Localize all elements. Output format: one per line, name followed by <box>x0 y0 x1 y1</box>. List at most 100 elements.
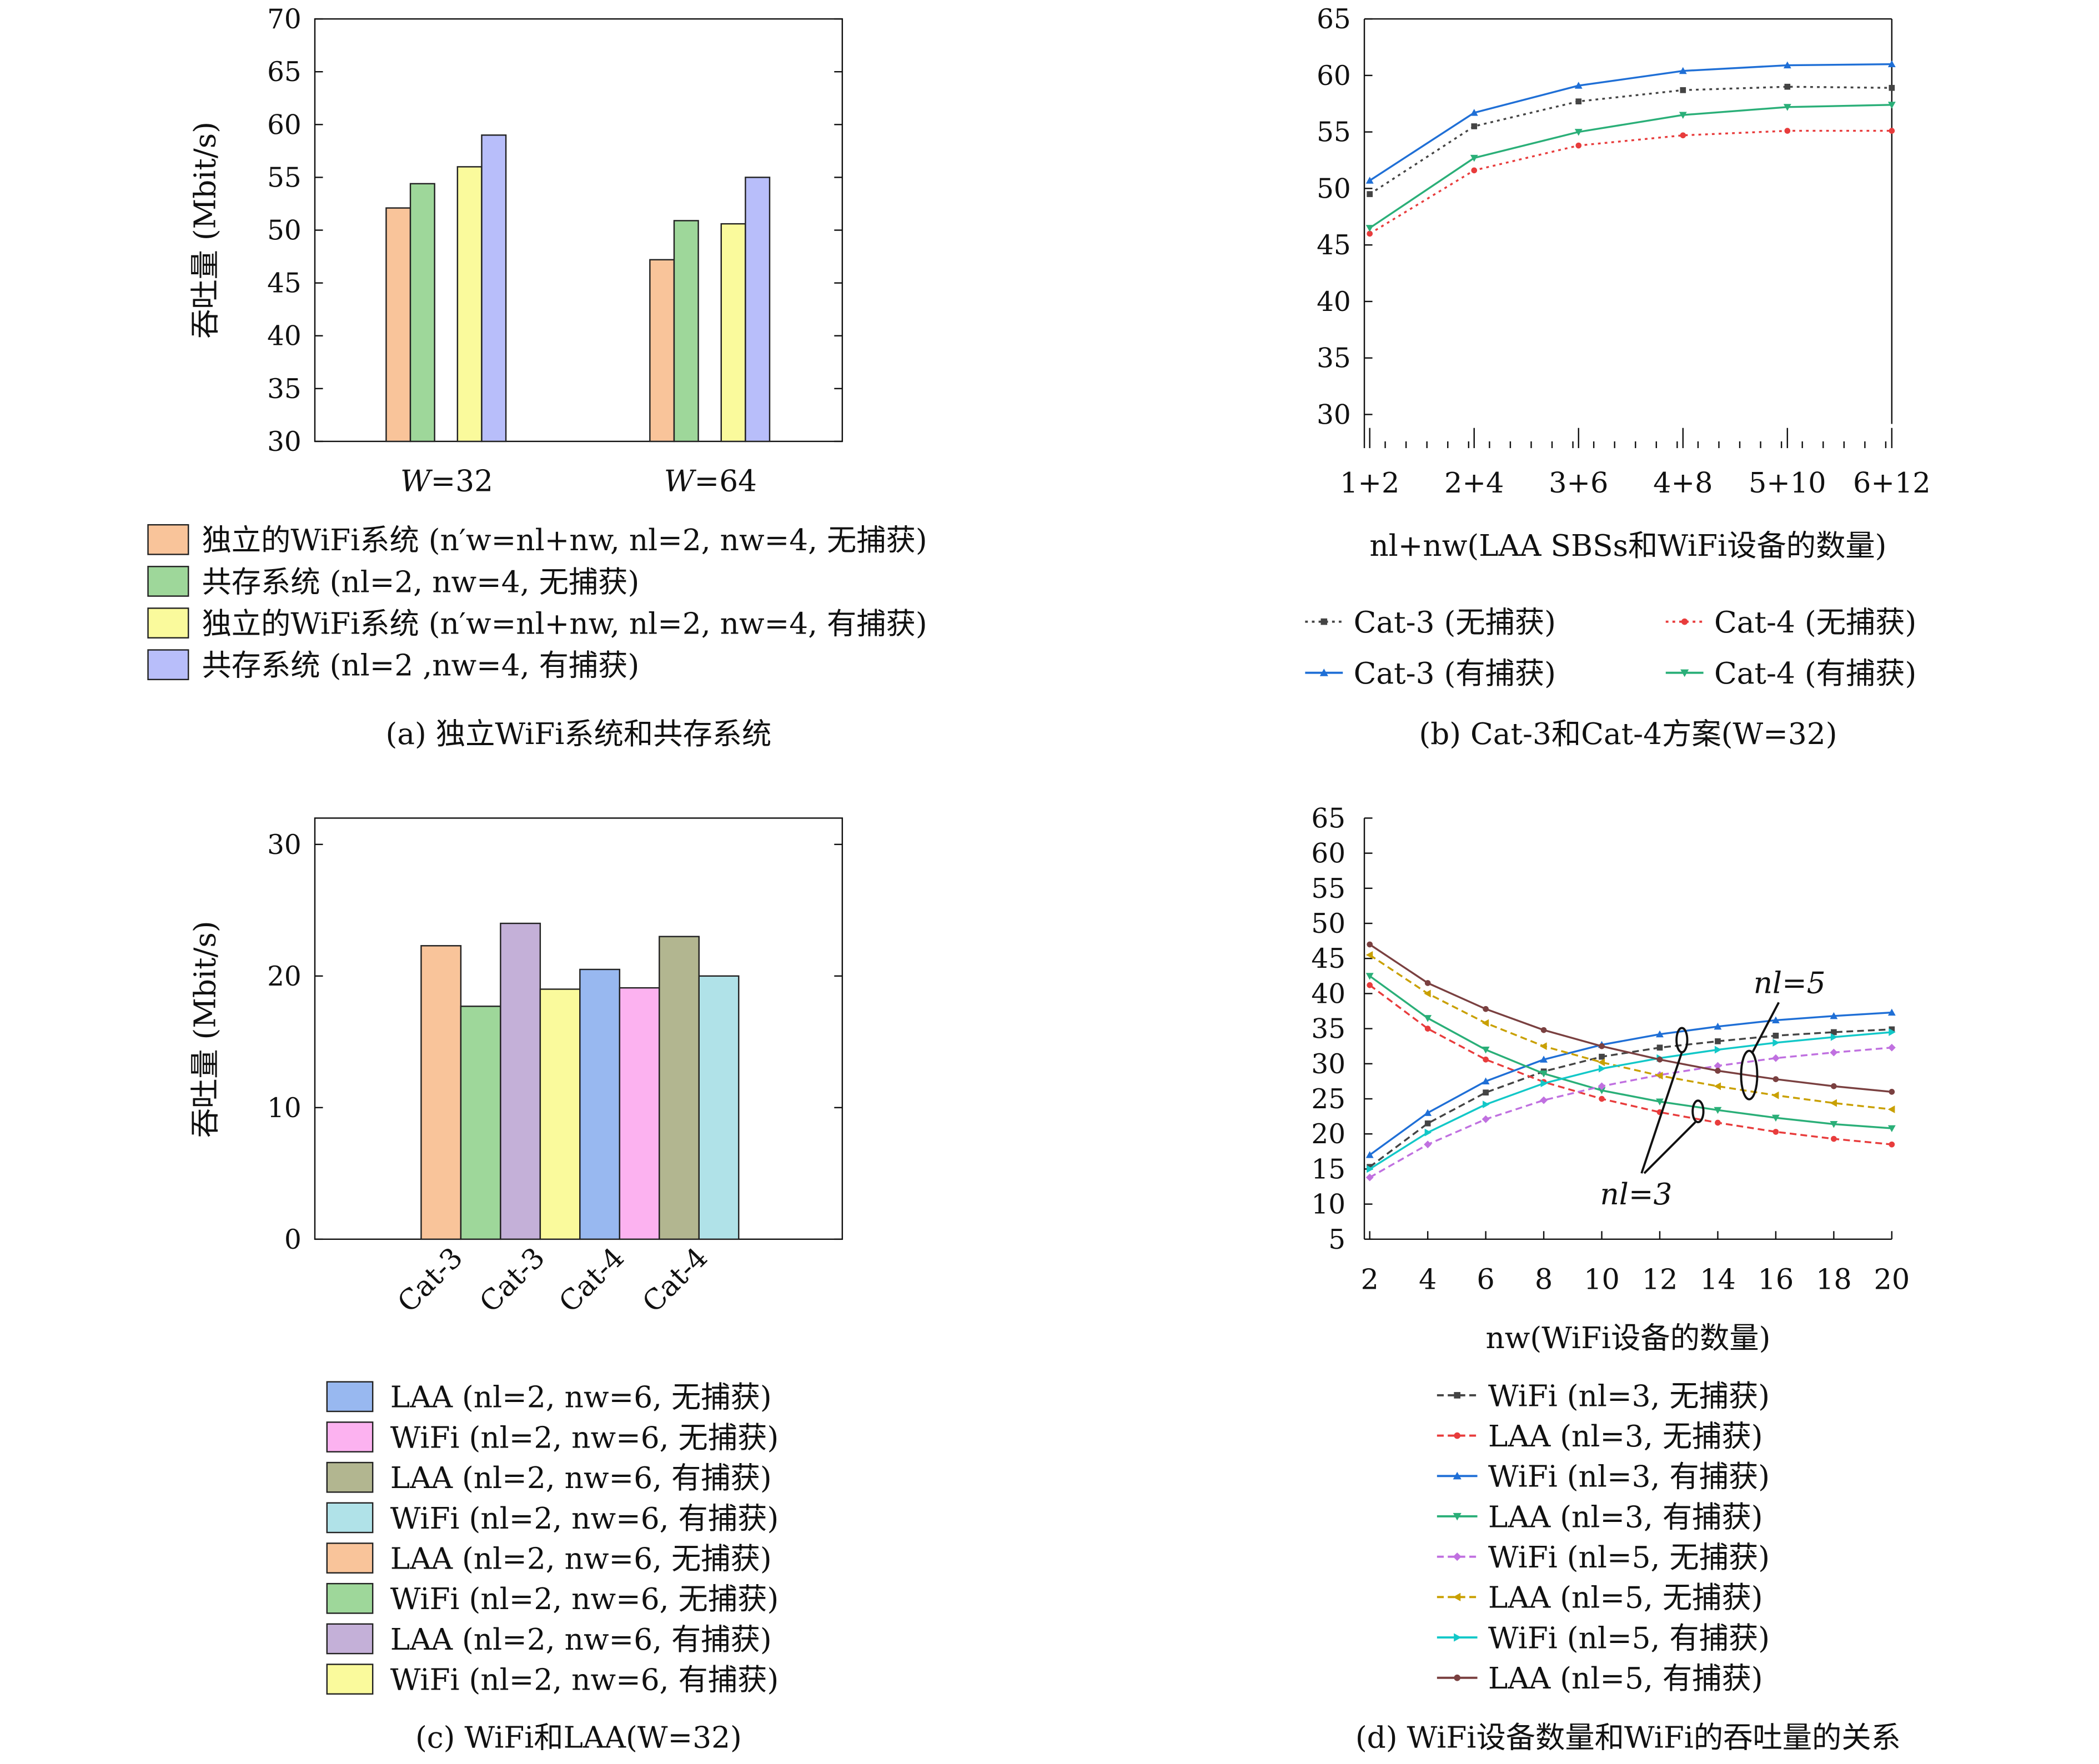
data-point <box>1367 1165 1374 1173</box>
y-tick-label: 50 <box>1311 908 1345 939</box>
data-point <box>1483 1056 1489 1063</box>
y-tick-label: 60 <box>267 109 302 140</box>
data-point <box>1714 1022 1722 1030</box>
bar <box>745 177 771 443</box>
data-point <box>1889 84 1895 91</box>
y-tick-label: 30 <box>1317 399 1351 430</box>
data-point <box>1679 112 1687 119</box>
data-point <box>1656 1072 1663 1080</box>
legend-label: LAA (nl=2, nw=6, 无捕获) <box>390 1380 772 1415</box>
legend-label: WiFi (nl=3, 有捕获) <box>1488 1460 1770 1494</box>
data-point <box>1367 191 1373 197</box>
data-point <box>1714 1062 1722 1070</box>
data-point <box>1680 132 1686 139</box>
data-point <box>1365 973 1374 980</box>
legend-swatch <box>326 1381 374 1413</box>
legend-swatch <box>147 524 189 555</box>
y-tick-label: 45 <box>267 268 302 299</box>
data-point <box>1598 1064 1606 1073</box>
legend-swatch <box>326 1664 374 1695</box>
x-tick-label: 18 <box>1816 1263 1852 1295</box>
y-axis-label: 吞吐量 (Mbit/s) <box>188 122 223 339</box>
panel-caption: (d) WiFi设备数量和WiFi的吞吐量的关系 <box>1355 1721 1901 1755</box>
data-point <box>1453 1552 1462 1561</box>
data-point <box>1482 1019 1489 1027</box>
data-point <box>1319 669 1328 676</box>
bar <box>385 207 411 443</box>
y-tick-label: 10 <box>1311 1189 1345 1220</box>
panel-caption: (c) WiFi和LAA(W=32) <box>415 1721 742 1755</box>
x-axis-label: nl+nw(LAA SBSs和WiFi设备的数量) <box>1369 529 1886 563</box>
bar <box>720 223 746 443</box>
data-point <box>1482 1077 1490 1084</box>
x-tick-label: 5+10 <box>1749 466 1826 499</box>
legend-swatch <box>326 1421 374 1453</box>
series-line <box>1369 63 1892 182</box>
data-point <box>1772 1129 1779 1135</box>
legend-label: WiFi (nl=5, 有捕获) <box>1488 1621 1770 1655</box>
data-point <box>1454 1392 1461 1399</box>
panel-caption: (a) 独立WiFi系统和共存系统 <box>385 717 771 751</box>
data-point <box>1656 1056 1663 1063</box>
x-tick-label: 4 <box>1419 1263 1437 1295</box>
legend-label: LAA (nl=2, nw=6, 有捕获) <box>390 1622 772 1657</box>
y-tick-label: 30 <box>267 830 302 861</box>
legend-swatch <box>326 1461 374 1493</box>
data-point <box>1482 1115 1490 1123</box>
y-tick-label: 20 <box>1311 1119 1345 1150</box>
x-tick-label: W=32 <box>400 464 493 499</box>
data-point <box>1424 1109 1432 1116</box>
legend-swatch <box>147 649 189 681</box>
x-tick-label: 6+12 <box>1853 466 1931 499</box>
data-point <box>1887 1008 1896 1016</box>
series-line <box>1369 1031 1892 1170</box>
legend-label: Cat-4 (有捕获) <box>1714 656 1916 691</box>
data-point <box>1453 1512 1462 1521</box>
y-tick-label: 60 <box>1317 61 1351 92</box>
data-point <box>1714 1046 1722 1054</box>
legend-label: LAA (nl=5, 有捕获) <box>1488 1661 1763 1696</box>
data-point <box>1367 982 1373 988</box>
legend-label: LAA (nl=5, 无捕获) <box>1488 1581 1763 1615</box>
legend-label: 独立的WiFi系统 (n′w=nl+nw, nl=2, nw=4, 无捕获) <box>202 523 927 557</box>
series-line <box>1369 1011 1892 1156</box>
legend-label: WiFi (nl=2, nw=6, 有捕获) <box>390 1501 779 1536</box>
legend-label: 共存系统 (nl=2, nw=4, 无捕获) <box>202 565 639 599</box>
legend-swatch <box>326 1623 374 1655</box>
data-point <box>1771 1091 1779 1099</box>
series-line <box>1369 943 1892 1093</box>
data-point <box>1365 225 1374 232</box>
data-point <box>1889 1089 1895 1095</box>
x-axis-label: nw(WiFi设备的数量) <box>1485 1321 1770 1355</box>
legend-label: LAA (nl=3, 无捕获) <box>1488 1419 1763 1454</box>
data-point <box>1831 1135 1837 1142</box>
bar <box>673 220 699 443</box>
data-point <box>1783 104 1791 111</box>
y-tick-label: 65 <box>267 57 302 88</box>
data-point <box>1771 1114 1780 1122</box>
data-point <box>1715 1068 1721 1074</box>
x-tick-label: Cat-4 <box>636 1241 714 1319</box>
bar <box>409 183 435 443</box>
data-point <box>1680 87 1686 93</box>
data-point <box>1470 109 1478 116</box>
y-tick-label: 0 <box>284 1224 302 1255</box>
data-point <box>1714 1107 1722 1114</box>
y-tick-label: 20 <box>267 961 302 992</box>
data-point <box>1424 1026 1431 1032</box>
legend-label: LAA (nl=3, 有捕获) <box>1488 1500 1763 1534</box>
data-point <box>1471 167 1478 174</box>
y-tick-label: 15 <box>1311 1154 1345 1185</box>
y-tick-label: 40 <box>1311 978 1345 1009</box>
data-point <box>1599 1095 1605 1102</box>
y-tick-label: 5 <box>1328 1224 1345 1255</box>
data-point <box>1424 1128 1432 1137</box>
legend-label: LAA (nl=2, nw=6, 无捕获) <box>390 1541 772 1576</box>
x-tick-label: 1+2 <box>1340 466 1399 499</box>
legend-label: WiFi (nl=2, nw=6, 无捕获) <box>390 1582 779 1616</box>
data-point <box>1470 154 1478 162</box>
bar <box>698 975 740 1240</box>
data-point <box>1575 142 1582 149</box>
